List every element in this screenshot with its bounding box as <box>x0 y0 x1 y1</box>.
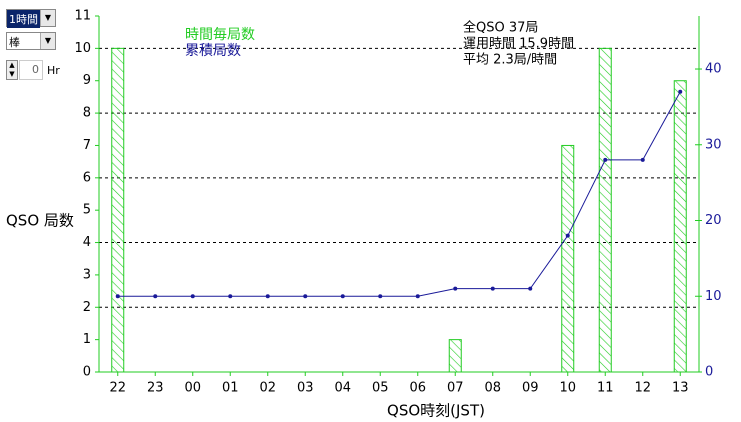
x-tick-label: 08 <box>484 381 501 396</box>
x-tick-label: 05 <box>372 381 389 396</box>
line-point <box>453 286 458 291</box>
line-point <box>378 294 383 299</box>
x-tick-label: 10 <box>559 381 576 396</box>
line-point <box>153 294 158 299</box>
style-value: 棒 <box>9 36 20 49</box>
x-tick-label: 01 <box>222 381 239 396</box>
line-point <box>678 89 683 94</box>
x-tick-label: 12 <box>634 381 651 396</box>
line-point <box>528 286 533 291</box>
x-tick-label: 03 <box>297 381 314 396</box>
line-point <box>640 157 645 162</box>
style-select[interactable]: 棒 ▼ <box>6 32 56 50</box>
y2-tick-label: 0 <box>705 365 713 380</box>
annotation: 運用時間 15.9時間 <box>463 37 574 52</box>
line-point <box>303 294 308 299</box>
spinner[interactable]: ▲ ▼ <box>6 60 18 80</box>
x-tick-label: 02 <box>259 381 276 396</box>
bar <box>561 144 575 373</box>
bar <box>673 80 687 373</box>
line-point <box>565 233 570 238</box>
dropdown-arrow: ▼ <box>40 10 55 26</box>
line-point <box>603 157 608 162</box>
bar <box>448 339 462 373</box>
legend-entry: 時間毎局数 <box>185 27 255 43</box>
dropdown-arrow: ▼ <box>40 33 55 49</box>
interval-value: 1時間 <box>7 10 40 28</box>
x-tick-label: 06 <box>409 381 426 396</box>
interval-select[interactable]: 1時間 ▼ <box>6 9 56 28</box>
y-tick-label: 9 <box>83 73 91 88</box>
y-tick-label: 2 <box>83 300 91 315</box>
y-tick-label: 0 <box>83 365 91 380</box>
x-tick-label: 09 <box>522 381 539 396</box>
x-tick-label: 13 <box>672 381 689 396</box>
line-point <box>340 294 345 299</box>
hours-input[interactable]: 0 <box>19 60 43 80</box>
legend-entry: 累積局数 <box>185 43 241 59</box>
line-point <box>415 294 420 299</box>
x-tick-label: 00 <box>184 381 201 396</box>
y-axis-label: QSO 局数 <box>6 212 74 230</box>
y2-tick-label: 10 <box>705 289 722 304</box>
y-tick-label: 5 <box>83 203 91 218</box>
y-tick-label: 3 <box>83 267 91 282</box>
y-tick-label: 7 <box>83 138 91 153</box>
line-point <box>115 294 120 299</box>
hours-unit: Hr <box>47 64 60 77</box>
x-tick-label: 07 <box>447 381 464 396</box>
y2-tick-label: 40 <box>705 62 722 77</box>
line-point <box>190 294 195 299</box>
x-tick-label: 04 <box>334 381 351 396</box>
cumulative-line <box>117 91 681 297</box>
line-point <box>490 286 495 291</box>
y-tick-label: 10 <box>74 41 91 56</box>
annotation: 全QSO 37局 <box>463 20 538 36</box>
x-axis-label: QSO時刻(JST) <box>387 402 485 420</box>
x-tick-label: 11 <box>597 381 614 396</box>
y2-tick-label: 30 <box>705 137 722 152</box>
y-tick-label: 8 <box>83 106 91 121</box>
bar <box>111 47 125 373</box>
y-tick-label: 4 <box>83 235 91 250</box>
y-tick-label: 6 <box>83 170 91 185</box>
y2-tick-label: 20 <box>705 213 722 228</box>
bar <box>598 47 612 373</box>
y-tick-label: 1 <box>83 332 91 347</box>
line-point <box>228 294 233 299</box>
x-tick-label: 23 <box>147 381 164 396</box>
annotation: 平均 2.3局/時間 <box>463 53 557 68</box>
line-point <box>265 294 270 299</box>
x-tick-label: 22 <box>109 381 126 396</box>
y-tick-label: 11 <box>74 9 91 24</box>
